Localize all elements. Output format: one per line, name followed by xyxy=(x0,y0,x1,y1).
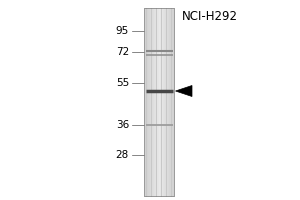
Text: 72: 72 xyxy=(116,47,129,57)
Text: 28: 28 xyxy=(116,150,129,160)
Text: 55: 55 xyxy=(116,78,129,88)
Text: 95: 95 xyxy=(116,26,129,36)
Text: NCI-H292: NCI-H292 xyxy=(182,10,238,23)
Bar xyxy=(144,8,174,196)
Text: 36: 36 xyxy=(116,120,129,130)
Bar xyxy=(144,8,174,196)
Polygon shape xyxy=(176,86,192,97)
